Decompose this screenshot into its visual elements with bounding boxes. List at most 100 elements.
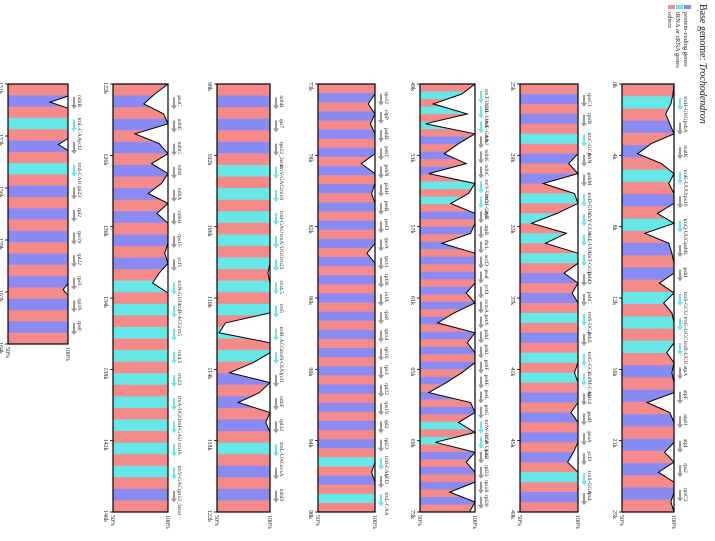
band-intergenic <box>113 245 168 259</box>
gene-arrowhead <box>378 283 384 288</box>
band-intergenic <box>113 176 168 189</box>
band-trnK-UUU <box>622 169 674 183</box>
gene-label-trnK-UUU: trnK-UUU <box>682 170 688 194</box>
gene-label-rpl22: rpl22 <box>383 383 389 395</box>
gene-arrowhead <box>71 218 77 222</box>
gene-label-rrn23: rrn23 <box>278 257 284 269</box>
panel-4: 50% 100% 73k 78k 82k 86k 90k 94k 98k rps12 clpP psb… <box>307 82 390 529</box>
gene-arrowhead <box>478 384 484 389</box>
gene-label-trnS-GGA: trnS-GGA <box>586 471 592 494</box>
band-intergenic <box>420 189 475 198</box>
gene-label-psbZ: psbZ <box>586 332 592 344</box>
gene-label-rrn5: rrn5 <box>278 304 284 314</box>
band-intergenic <box>8 264 68 277</box>
gene-arrowhead <box>71 263 77 268</box>
gene-arrowhead <box>677 424 683 429</box>
gene-label-trnS-UGA: trnS-UGA <box>586 312 592 335</box>
band-trnW-CCA <box>420 421 475 430</box>
band-trnV-UAC <box>420 181 475 190</box>
gene-label-psbL: psbL <box>483 345 489 357</box>
identity-curve <box>425 82 477 513</box>
gene-label-trnN-GUU: trnN-GUU <box>176 280 182 304</box>
band-intergenic <box>113 269 168 282</box>
gene-arrowhead <box>171 174 177 179</box>
gene-arrowhead <box>378 265 384 270</box>
gene-label-rps4: rps4 <box>586 491 592 501</box>
band-rps8 <box>318 311 375 322</box>
x-tick-label: 156k <box>0 186 3 198</box>
gene-arrowhead <box>478 474 484 479</box>
x-tick-label: 37k <box>509 296 515 305</box>
band-rps15 <box>113 234 168 247</box>
band-psbB <box>318 129 375 140</box>
y-tick-label: 100% <box>266 515 272 529</box>
gene-arrowhead <box>171 359 177 364</box>
band-intergenic <box>420 354 475 363</box>
gene-arrowhead <box>677 326 683 331</box>
gene-arrowhead <box>581 102 587 107</box>
band-psbL <box>420 346 475 355</box>
band-intergenic <box>113 431 168 444</box>
band-trnE-UUC <box>520 233 578 244</box>
band-intergenic <box>520 502 578 513</box>
x-tick-label: 98k <box>206 82 212 91</box>
gene-arrowhead <box>171 105 177 110</box>
x-tick-label: 134k <box>102 296 108 308</box>
gene-label-psbK: psbK <box>682 243 688 255</box>
band-intergenic <box>420 279 475 288</box>
gene-label-petN: petN <box>586 153 592 164</box>
gene-arrowhead <box>273 221 279 226</box>
gene-label-rps12_3end: rps12_3end <box>176 489 182 515</box>
band-intergenic <box>420 159 475 168</box>
band-rrn23 <box>113 373 168 386</box>
gene-arrowhead <box>581 122 587 127</box>
band-rrn4.5 <box>217 280 270 293</box>
band-intergenic <box>217 153 270 166</box>
x-tick-label: 78k <box>307 153 313 162</box>
x-tick-label: 45k <box>509 439 515 448</box>
band-intergenic <box>318 284 375 294</box>
gene-arrowhead <box>478 369 484 374</box>
gene-label-rpl32: rpl32 <box>278 419 284 431</box>
band-intergenic <box>520 442 578 453</box>
band-ccsA <box>217 465 270 478</box>
band-rbcL <box>420 241 475 250</box>
band-trnV-GAC <box>113 465 168 478</box>
band-petG <box>420 406 475 415</box>
band-rrn23 <box>217 257 270 270</box>
gene-arrowhead <box>478 174 484 179</box>
gene-label-rrn5: rrn5 <box>176 327 182 337</box>
band-rps3 <box>318 366 375 376</box>
gene-label-trnW-CCA: trnW-CCA <box>483 420 489 445</box>
band-rps12_3end <box>113 488 168 501</box>
gene-arrowhead <box>273 452 279 457</box>
gene-arrowhead <box>71 331 77 336</box>
band-intergenic <box>113 361 168 374</box>
gene-arrowhead <box>378 393 384 398</box>
gene-label-ndhB: ndhB <box>278 95 284 107</box>
band-intergenic <box>520 422 578 433</box>
band-psbN <box>318 165 375 176</box>
band-rpoC2 <box>622 487 674 501</box>
gene-label-rrn23: rrn23 <box>176 373 182 385</box>
band-intergenic <box>318 211 375 222</box>
panel-frame <box>7 83 69 345</box>
band-psbK <box>622 242 674 256</box>
band-rpl2 <box>318 420 375 431</box>
gene-label-rps8: rps8 <box>76 321 82 331</box>
band-intergenic <box>420 399 475 408</box>
gene-label-psaJ: psaJ <box>483 450 489 460</box>
x-tick-label: 16k <box>611 367 617 376</box>
band-intergenic <box>622 499 674 513</box>
band-rpoB <box>520 113 578 125</box>
band-trnR-ACG <box>113 303 168 316</box>
panel-5: 50% 100% 98k 102k 106k 110k 114k 118k 122k ndhB rp… <box>206 82 285 529</box>
gene-arrowhead <box>677 473 683 478</box>
gene-arrowhead <box>677 155 683 160</box>
gene-arrowhead <box>478 504 484 509</box>
gene-label-trnG-GCC: trnG-GCC <box>586 352 592 376</box>
band-psbF <box>420 361 475 370</box>
band-intergenic <box>520 84 578 95</box>
band-psaI <box>420 271 475 280</box>
